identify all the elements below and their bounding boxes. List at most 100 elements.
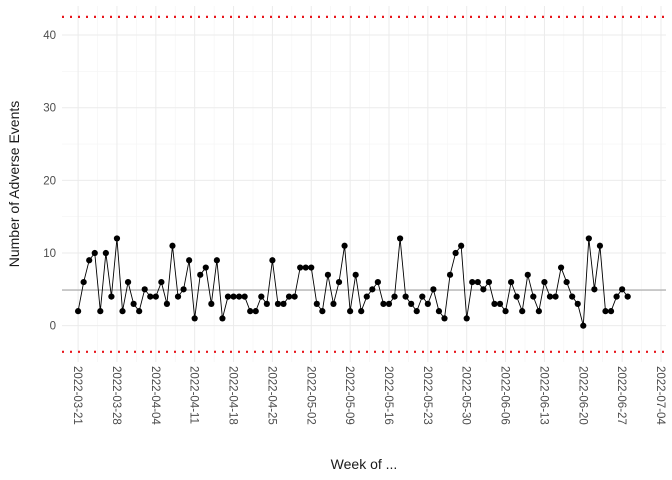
- x-tick-label: 2022-05-16: [382, 366, 394, 425]
- x-tick-label: 2022-05-09: [343, 366, 355, 425]
- data-point: [119, 308, 126, 315]
- data-point: [591, 286, 598, 293]
- data-point: [136, 308, 143, 315]
- data-point: [613, 293, 620, 300]
- data-point: [480, 286, 487, 293]
- x-tick-label: 2022-04-18: [227, 366, 239, 425]
- data-point: [363, 293, 370, 300]
- data-point: [202, 264, 209, 271]
- series-adverse-events: [74, 235, 631, 329]
- data-point: [485, 278, 493, 286]
- data-point: [219, 315, 226, 322]
- x-tick-label: 2022-06-06: [499, 366, 511, 425]
- data-point: [474, 278, 481, 286]
- data-point: [535, 308, 542, 315]
- data-point: [186, 257, 193, 264]
- data-point: [569, 293, 576, 300]
- data-point: [130, 300, 137, 307]
- data-point: [169, 242, 176, 249]
- data-point: [158, 278, 165, 286]
- y-axis-ticks: 0 10 20 30 40: [43, 30, 56, 333]
- y-tick-label: 0: [50, 321, 56, 333]
- data-point: [97, 308, 104, 315]
- x-tick-label: 2022-06-27: [615, 366, 627, 425]
- data-point: [585, 235, 592, 242]
- data-point: [163, 300, 171, 307]
- data-point: [208, 300, 215, 307]
- data-point: [602, 308, 609, 315]
- data-point: [319, 308, 326, 315]
- data-point: [463, 315, 470, 322]
- data-point: [302, 264, 309, 271]
- data-point: [263, 300, 270, 307]
- data-point: [352, 271, 359, 278]
- x-tick-label: 2022-05-30: [460, 366, 472, 425]
- data-point: [124, 278, 132, 286]
- data-point: [191, 315, 198, 322]
- data-point: [335, 278, 343, 286]
- data-point: [80, 278, 87, 286]
- data-point: [102, 249, 109, 257]
- data-point: [408, 300, 415, 307]
- y-tick-label: 10: [43, 248, 56, 260]
- x-tick-label: 2022-04-11: [188, 366, 200, 424]
- x-tick-label: 2022-03-21: [71, 366, 83, 425]
- data-point: [552, 293, 559, 300]
- data-point: [224, 293, 232, 300]
- x-tick-label: 2022-06-20: [576, 366, 588, 425]
- data-point: [508, 278, 515, 286]
- data-point: [458, 242, 465, 249]
- data-point: [291, 293, 298, 300]
- data-point: [74, 308, 82, 315]
- data-point: [347, 308, 354, 315]
- data-point: [563, 278, 570, 286]
- data-point: [624, 293, 631, 300]
- data-point: [446, 271, 454, 278]
- data-point: [396, 235, 404, 242]
- data-point: [241, 293, 248, 300]
- data-point: [469, 278, 476, 286]
- data-point: [380, 300, 387, 307]
- data-point: [502, 308, 509, 315]
- x-tick-label: 2022-04-25: [265, 366, 277, 425]
- y-tick-label: 30: [43, 103, 56, 115]
- x-axis-title: Week of ...: [331, 456, 398, 472]
- data-point: [435, 308, 443, 315]
- data-point: [147, 293, 154, 300]
- data-point: [419, 293, 426, 300]
- data-point: [108, 293, 115, 300]
- y-tick-label: 40: [43, 30, 56, 42]
- data-point: [513, 293, 520, 300]
- data-point: [258, 293, 265, 300]
- data-point: [330, 300, 337, 307]
- data-point: [247, 308, 254, 315]
- x-tick-label: 2022-05-23: [421, 366, 433, 425]
- data-point: [530, 293, 537, 300]
- data-point: [141, 286, 148, 293]
- data-point: [441, 315, 448, 322]
- data-point: [297, 264, 304, 271]
- data-point: [430, 286, 437, 293]
- data-point: [374, 278, 381, 286]
- data-point: [91, 249, 98, 257]
- data-point: [235, 293, 243, 300]
- data-point: [197, 271, 204, 278]
- data-point: [269, 257, 276, 264]
- data-point: [274, 300, 282, 307]
- data-point: [230, 293, 237, 300]
- data-point: [174, 293, 182, 300]
- data-point: [280, 300, 287, 307]
- data-point: [491, 300, 498, 307]
- y-tick-label: 20: [43, 175, 56, 187]
- x-tick-label: 2022-04-04: [149, 366, 161, 425]
- data-point: [519, 308, 526, 315]
- data-point: [402, 293, 409, 300]
- data-point: [557, 264, 565, 271]
- reference-lines: [62, 15, 666, 353]
- data-point: [413, 308, 420, 315]
- data-point: [546, 293, 554, 300]
- y-axis-title: Number of Adverse Events: [6, 101, 22, 268]
- x-tick-label: 2022-05-02: [304, 366, 316, 425]
- data-point: [313, 300, 320, 307]
- data-point: [113, 235, 121, 242]
